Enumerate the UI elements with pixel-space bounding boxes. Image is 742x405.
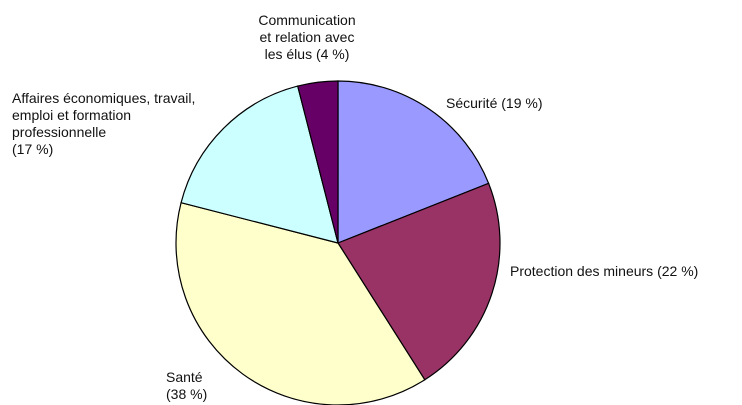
pie-slice-0 xyxy=(337,80,490,244)
pie-labels: Sécurité (19 %) Protection des mineurs (2… xyxy=(12,12,698,402)
slice-label-4: Communication et relation avec les élus (4… xyxy=(258,12,355,62)
slice-label-line: professionnelle xyxy=(12,124,106,140)
slice-label-line: (17 %) xyxy=(12,141,53,157)
slice-label-line: Communication xyxy=(258,12,355,28)
pie-slices xyxy=(175,80,501,405)
slice-label-line: et relation avec xyxy=(260,29,355,45)
pie-slice-4 xyxy=(296,80,339,244)
slice-label-line: les élus (4 %) xyxy=(265,46,350,62)
slice-label-line: Santé xyxy=(166,369,203,385)
slice-label-line: (38 %) xyxy=(166,386,207,402)
slice-label-2: Santé (38 %) xyxy=(166,369,207,402)
pie-slice-2 xyxy=(175,201,426,405)
slice-label-line: Sécurité (19 %) xyxy=(446,95,542,111)
slice-label-1: Protection des mineurs (22 %) xyxy=(510,263,698,279)
slice-label-line: Protection des mineurs (22 %) xyxy=(510,263,698,279)
pie-slice-1 xyxy=(337,182,501,381)
pie-slice-3 xyxy=(180,85,339,244)
slice-label-3: Affaires économiques, travail, emploi et … xyxy=(12,90,195,157)
slice-label-line: emploi et formation xyxy=(12,107,131,123)
slice-label-0: Sécurité (19 %) xyxy=(446,95,542,111)
slice-label-line: Affaires économiques, travail, xyxy=(12,90,195,106)
